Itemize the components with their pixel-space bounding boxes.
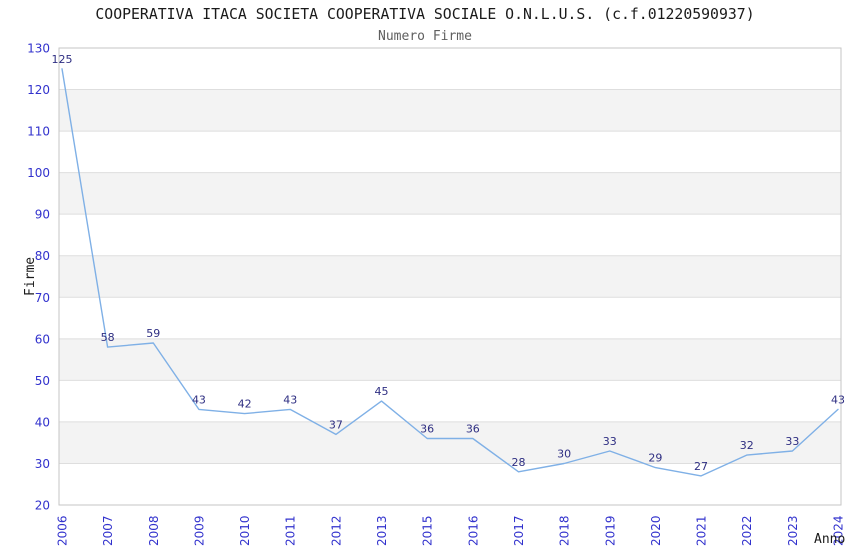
plot-area: 20 30 40 50 60 70 80 90 100 110 120 130 2006 2007 2008… xyxy=(27,42,845,547)
x-tick-label: 2008 xyxy=(147,515,161,546)
y-tick-label: 40 xyxy=(35,415,50,429)
x-tick-label: 2009 xyxy=(192,515,206,546)
plot-band xyxy=(59,338,841,381)
plot-band xyxy=(59,172,841,215)
x-axis-title: Anno xyxy=(814,532,845,547)
data-label: 37 xyxy=(329,418,343,431)
x-tick-label: 2022 xyxy=(740,515,754,546)
x-tick-label: 2017 xyxy=(512,515,526,546)
y-tick-label: 70 xyxy=(35,291,50,305)
data-label: 36 xyxy=(466,423,480,436)
data-label: 59 xyxy=(146,327,160,340)
plot-band xyxy=(59,89,841,132)
chart-title: COOPERATIVA ITACA SOCIETA COOPERATIVA SO… xyxy=(95,6,754,23)
data-label: 33 xyxy=(603,435,617,448)
data-label: 43 xyxy=(831,393,845,406)
data-label: 28 xyxy=(511,456,525,469)
data-label: 43 xyxy=(283,393,297,406)
x-tick-label: 2023 xyxy=(786,515,800,546)
x-tick-label: 2013 xyxy=(375,515,389,546)
plot-band xyxy=(59,421,841,464)
x-tick-label: 2016 xyxy=(466,515,480,546)
x-tick-label: 2018 xyxy=(558,515,572,546)
data-label: 125 xyxy=(52,53,73,66)
data-label: 32 xyxy=(740,439,754,452)
data-label: 29 xyxy=(648,452,662,465)
y-tick-label: 20 xyxy=(35,499,50,513)
data-label: 36 xyxy=(420,423,434,436)
x-tick-label: 2006 xyxy=(56,515,70,546)
y-tick-label: 50 xyxy=(35,374,50,388)
x-tick-label: 2010 xyxy=(238,515,252,546)
x-tick-label: 2019 xyxy=(603,515,617,546)
x-tick-label: 2012 xyxy=(329,515,343,546)
chart-subtitle: Numero Firme xyxy=(378,29,472,44)
plot-border xyxy=(58,47,842,506)
data-label: 42 xyxy=(238,398,252,411)
y-tick-label: 130 xyxy=(27,42,50,56)
plot-band xyxy=(59,255,841,298)
data-label: 33 xyxy=(785,435,799,448)
y-axis-title: Firme xyxy=(23,257,38,296)
y-tick-label: 30 xyxy=(35,457,50,471)
x-tick-label: 2024 xyxy=(832,515,846,546)
y-tick-label: 110 xyxy=(27,125,50,139)
y-tick-label: 90 xyxy=(35,208,50,222)
y-tick-label: 60 xyxy=(35,332,50,346)
x-tick-label: 2021 xyxy=(695,515,709,546)
data-line xyxy=(61,68,839,477)
x-tick-label: 2011 xyxy=(284,515,298,546)
y-tick-label: 120 xyxy=(27,83,50,97)
data-label: 45 xyxy=(375,385,389,398)
data-label: 43 xyxy=(192,393,206,406)
data-label: 30 xyxy=(557,447,571,460)
data-label: 27 xyxy=(694,460,708,473)
x-tick-label: 2015 xyxy=(421,515,435,546)
y-tick-label: 100 xyxy=(27,166,50,180)
x-tick-label: 2007 xyxy=(101,515,115,546)
data-label: 58 xyxy=(101,331,115,344)
y-tick-label: 80 xyxy=(35,249,50,263)
x-tick-label: 2020 xyxy=(649,515,663,546)
